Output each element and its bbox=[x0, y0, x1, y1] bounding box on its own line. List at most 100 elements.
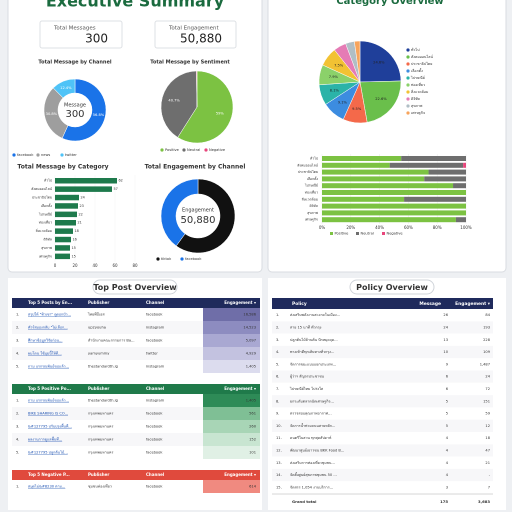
stack-segment bbox=[322, 217, 456, 223]
table-cell: 4 bbox=[446, 449, 449, 453]
bar-value-label: 23 bbox=[80, 204, 84, 208]
legend-dot bbox=[12, 153, 16, 157]
table-cell: ศึกษาข้อมูลวิจัยก่อน... bbox=[28, 338, 62, 343]
y-tick-label: ทั่วไป bbox=[44, 178, 52, 183]
table-row bbox=[12, 347, 260, 360]
total-cell: 175 bbox=[440, 499, 448, 504]
legend-dot bbox=[60, 153, 64, 157]
bar-value-label: 62 bbox=[119, 179, 123, 183]
table-cell: thestandardth.ig bbox=[88, 399, 118, 403]
total-cell: Grand total bbox=[292, 499, 316, 504]
table-row bbox=[272, 395, 493, 408]
engagement-cell bbox=[203, 360, 260, 373]
bar bbox=[55, 220, 76, 226]
legend-dot bbox=[406, 62, 410, 66]
table-header bbox=[12, 298, 260, 308]
table-cell: กรุงเทพมหานคร bbox=[88, 425, 113, 430]
engagement-cell bbox=[203, 446, 260, 459]
legend-dot bbox=[180, 257, 184, 261]
slice-label: 40.7% bbox=[168, 99, 180, 103]
column-header: Engagement ▾ bbox=[224, 472, 256, 477]
table-cell: ส่งเสริมการท่องเที่ยวชุมชน... bbox=[290, 460, 335, 466]
stack-segment bbox=[322, 162, 390, 168]
table-cell: 5 bbox=[446, 412, 448, 416]
column-header: Engagement ▾ bbox=[455, 301, 491, 307]
pie-slice bbox=[354, 40, 361, 83]
engagement-cell bbox=[203, 321, 260, 334]
table-row bbox=[12, 480, 260, 493]
legend-label: Negative bbox=[387, 232, 404, 236]
table-row bbox=[272, 456, 493, 469]
table-cell: ถาม แรกรณพันธ์ขอแล้ว... bbox=[28, 398, 69, 403]
legend-dot bbox=[204, 148, 208, 152]
table-cell: 1. bbox=[16, 399, 19, 403]
table-row bbox=[12, 360, 260, 373]
stack-segment bbox=[404, 196, 466, 202]
stack-segment bbox=[322, 183, 454, 189]
table-row bbox=[272, 321, 493, 334]
bar bbox=[55, 236, 71, 243]
kpi-value: 300 bbox=[85, 32, 108, 46]
table-cell: 15. bbox=[276, 485, 282, 489]
slice-label: 7.5% bbox=[334, 63, 344, 67]
table-cell: thestandardth.ig bbox=[88, 365, 118, 369]
bar bbox=[55, 245, 70, 251]
column-header: Engagement ▾ bbox=[224, 300, 256, 305]
table-cell: 1,487 bbox=[480, 362, 490, 366]
table-row bbox=[272, 345, 493, 359]
kpi-card bbox=[154, 20, 237, 49]
bar-value-label: 21 bbox=[78, 221, 82, 225]
stack-segment bbox=[453, 183, 466, 189]
engagement-cell bbox=[203, 433, 260, 446]
table-cell: ผู้ว่าฯ สัญจรประชาชน bbox=[290, 374, 325, 379]
table-header bbox=[12, 470, 260, 480]
chart-title: Total Message by Sentiment bbox=[150, 60, 230, 66]
table-cell: 2. bbox=[276, 326, 279, 330]
column-header: Publisher bbox=[88, 300, 109, 305]
legend-label: Negative bbox=[209, 148, 226, 152]
table-cell: 4 bbox=[446, 436, 449, 440]
table-cell: 72 bbox=[485, 387, 490, 391]
table-cell: facebook bbox=[146, 412, 163, 416]
table-cell: ไปรษณีย์ไทย โปร่งใส bbox=[289, 386, 324, 391]
kpi-label: Total Engagement bbox=[168, 26, 220, 32]
table-cell: 13 bbox=[443, 338, 448, 342]
stack-segment bbox=[322, 210, 466, 216]
legend-label: news bbox=[41, 153, 50, 157]
x-tick-label: 20% bbox=[346, 225, 355, 230]
table-cell: 5,097 bbox=[246, 339, 256, 343]
x-tick-label: 60% bbox=[404, 225, 413, 230]
legend-label: เลือกตั้ง bbox=[411, 68, 423, 73]
slice-label: 9.1% bbox=[338, 101, 348, 105]
table-row bbox=[272, 419, 493, 432]
y-tick-label: ไปรษณีย์ bbox=[304, 183, 318, 188]
table-row bbox=[12, 446, 260, 459]
bar-value-label: 16 bbox=[73, 238, 77, 242]
table-cell: ไทยพีบีเอส bbox=[87, 312, 105, 317]
table-cell: 6 bbox=[446, 387, 449, 391]
table-cell: ทัวร์สมองกลับ "ไม่เลือก... bbox=[28, 325, 68, 330]
x-tick-label: 40 bbox=[92, 263, 98, 268]
total-cell: 3,683 bbox=[478, 499, 490, 504]
chart-title: Total Engagement by Channel bbox=[145, 164, 246, 171]
slice-label: 22.6% bbox=[375, 97, 387, 101]
table-row bbox=[12, 420, 260, 433]
table-cell: 9 bbox=[446, 362, 449, 366]
table-cell: 6. bbox=[276, 375, 279, 379]
chart-title: Category Overview bbox=[336, 0, 443, 7]
pie-slice bbox=[196, 70, 198, 108]
table-cell: &#127795 ปลูกต้นไม้... bbox=[28, 450, 68, 455]
stack-segment bbox=[455, 217, 466, 223]
y-tick-label: สิ่งแวดล้อม bbox=[36, 228, 52, 233]
legend-label: twitter bbox=[65, 153, 77, 157]
engagement-cell bbox=[203, 480, 260, 493]
legend-dot bbox=[406, 69, 410, 73]
legend-dot bbox=[156, 257, 160, 261]
stack-segment bbox=[322, 203, 466, 209]
engagement-cell bbox=[203, 347, 260, 360]
legend-label: สังคมออนไลน์ bbox=[411, 54, 434, 59]
table-row bbox=[12, 334, 260, 347]
table-cell: 84 bbox=[485, 313, 490, 317]
table-cell: 260 bbox=[249, 425, 257, 429]
